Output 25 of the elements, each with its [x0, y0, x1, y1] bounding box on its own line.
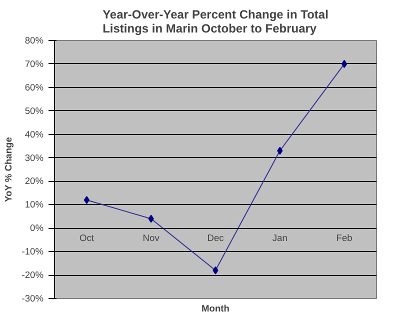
y-tick-label: 70% — [24, 58, 44, 69]
chart-title: Year-Over-Year Percent Change in Total Listings in Marin October to February — [102, 8, 328, 36]
y-tick-label: -20% — [22, 270, 44, 280]
point — [84, 196, 90, 204]
x-tick-label: Feb — [336, 233, 352, 244]
y-axis-title: YoY % Change — [4, 137, 14, 202]
x-tick-label: Jan — [272, 233, 288, 244]
y-tick-label: 0% — [30, 223, 44, 234]
y-tick-label: 20% — [24, 176, 44, 186]
y-tick-label: -30% — [22, 294, 44, 304]
x-tick-label: Nov — [142, 233, 160, 244]
x-tick-label: Dec — [207, 233, 224, 244]
point — [341, 60, 348, 68]
y-tick-label: 40% — [24, 129, 44, 140]
y-tick-label: 30% — [24, 152, 44, 163]
y-tick-label: -10% — [22, 246, 44, 257]
y-tick-label: 50% — [24, 106, 44, 116]
point — [277, 146, 283, 155]
y-tick-label: 80% — [24, 36, 44, 46]
x-axis-title: Month — [202, 304, 230, 314]
y-tick-label: 60% — [24, 82, 44, 92]
point — [212, 266, 218, 274]
point — [148, 214, 154, 223]
y-tick-label: 10% — [24, 200, 44, 210]
x-tick-label: Oct — [79, 233, 94, 244]
